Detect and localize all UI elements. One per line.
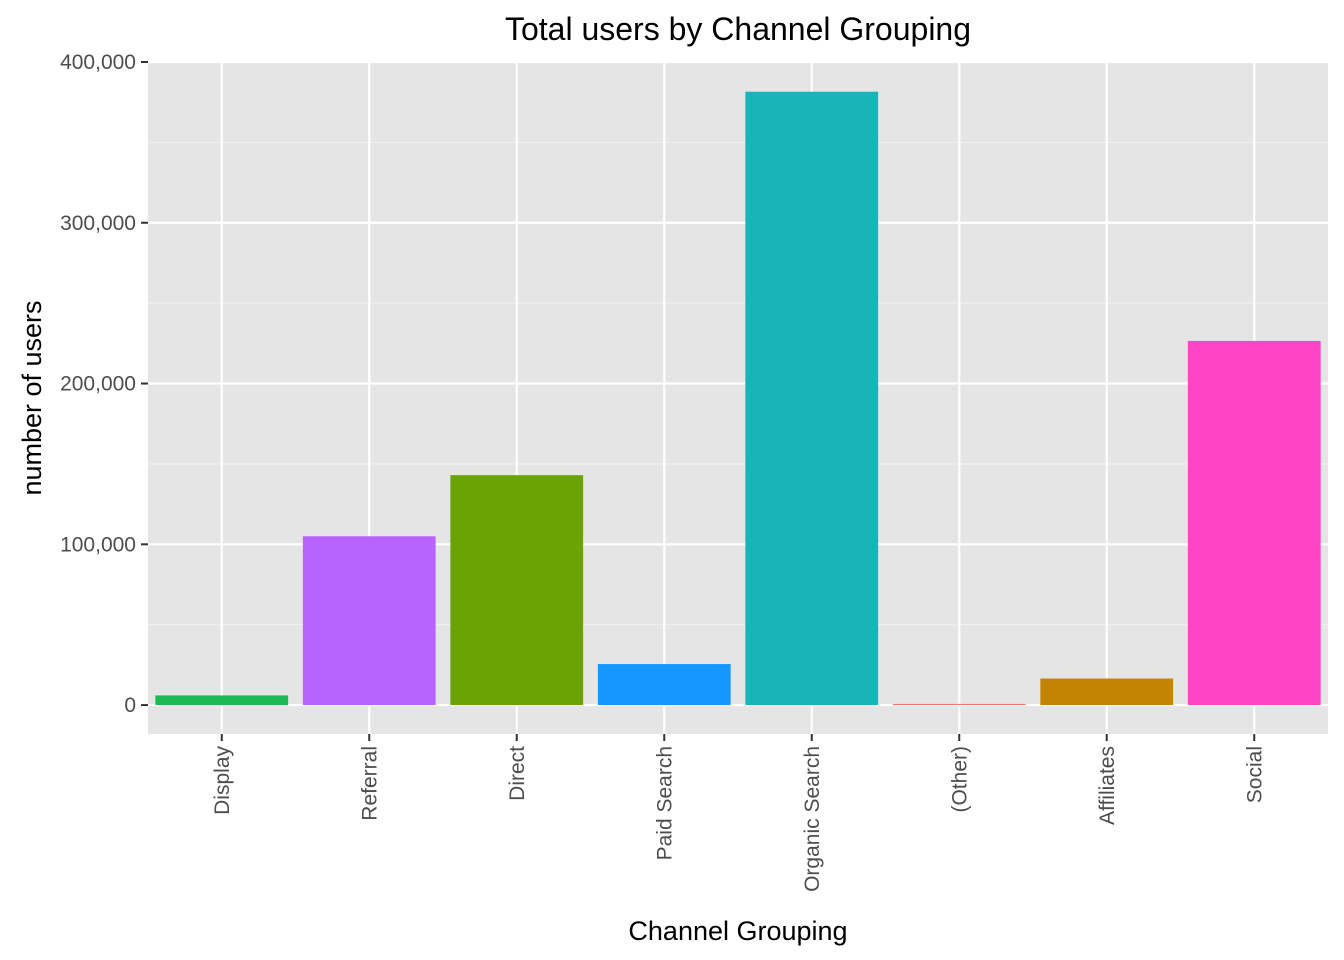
y-axis: 0 100,000 200,000 300,000 400,000 [60, 51, 148, 717]
x-tick-label: Referral [358, 746, 381, 821]
bar [745, 91, 879, 706]
bar [302, 536, 436, 706]
x-axis: Display Referral Direct Paid Search Organic … [211, 734, 1266, 892]
y-tick-label: 100,000 [60, 533, 136, 556]
bars [155, 91, 1321, 706]
x-tick-label: Organic Search [801, 746, 824, 892]
x-tick-label: Display [211, 746, 234, 815]
bar [892, 703, 1026, 706]
y-tick-label: 300,000 [60, 212, 136, 235]
x-tick-label: (Other) [948, 746, 971, 813]
y-tick-label: 200,000 [60, 373, 136, 396]
y-tick-label: 0 [124, 694, 136, 717]
x-tick-label: Social [1243, 746, 1266, 803]
bar [450, 475, 584, 706]
chart-title: Total users by Channel Grouping [505, 11, 971, 47]
x-tick-label: Direct [506, 746, 529, 801]
bar [1040, 678, 1174, 706]
x-tick-label: Affiliates [1096, 746, 1119, 825]
x-axis-title: Channel Grouping [628, 916, 847, 946]
y-axis-title: number of users [17, 300, 47, 495]
bar [597, 664, 731, 706]
y-tick-label: 400,000 [60, 51, 136, 74]
x-tick-label: Paid Search [653, 746, 676, 860]
bar [1187, 340, 1321, 706]
bar [155, 695, 289, 706]
